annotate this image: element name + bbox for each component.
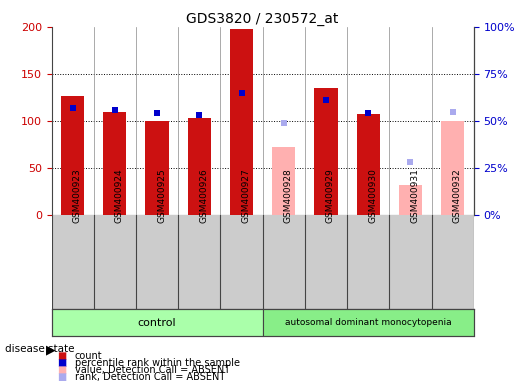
Bar — [441, 121, 465, 215]
Title: GDS3820 / 230572_at: GDS3820 / 230572_at — [186, 12, 339, 26]
Text: GSM400930: GSM400930 — [368, 168, 377, 223]
Text: GSM400928: GSM400928 — [284, 168, 293, 223]
Text: ■: ■ — [57, 351, 66, 361]
Text: ■: ■ — [57, 372, 66, 382]
Text: GSM400932: GSM400932 — [453, 168, 461, 223]
Bar — [103, 112, 127, 215]
Text: ■: ■ — [57, 365, 66, 375]
Bar — [52, 309, 263, 336]
Text: GSM400925: GSM400925 — [157, 168, 166, 223]
Text: disease state: disease state — [5, 344, 75, 354]
Text: GSM400924: GSM400924 — [115, 168, 124, 223]
Text: GSM400926: GSM400926 — [199, 168, 208, 223]
Bar — [187, 118, 211, 215]
Text: GSM400931: GSM400931 — [410, 168, 419, 223]
Bar — [61, 96, 84, 215]
Text: value, Detection Call = ABSENT: value, Detection Call = ABSENT — [75, 365, 230, 375]
Text: rank, Detection Call = ABSENT: rank, Detection Call = ABSENT — [75, 372, 225, 382]
Text: autosomal dominant monocytopenia: autosomal dominant monocytopenia — [285, 318, 452, 327]
Bar — [272, 147, 296, 215]
Text: GSM400929: GSM400929 — [326, 168, 335, 223]
Text: GSM400923: GSM400923 — [73, 168, 81, 223]
Text: GSM400927: GSM400927 — [242, 168, 250, 223]
Text: percentile rank within the sample: percentile rank within the sample — [75, 358, 239, 368]
Text: ▶: ▶ — [46, 343, 55, 356]
Text: ■: ■ — [57, 358, 66, 368]
Bar — [230, 29, 253, 215]
Text: count: count — [75, 351, 102, 361]
Text: control: control — [138, 318, 176, 328]
Bar — [145, 121, 169, 215]
Bar — [356, 114, 380, 215]
Bar — [399, 185, 422, 215]
Bar — [263, 309, 474, 336]
Bar — [314, 88, 338, 215]
